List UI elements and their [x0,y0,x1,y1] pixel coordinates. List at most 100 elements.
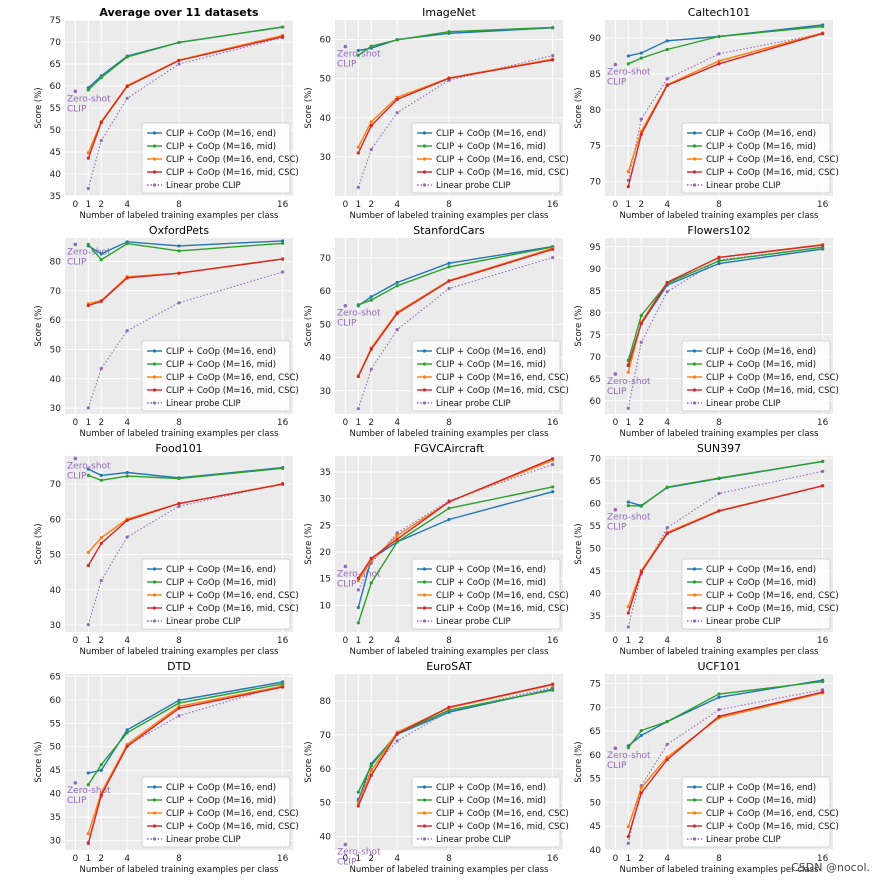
data-point-end [626,500,630,504]
y-tick-label: 50 [50,345,62,355]
x-axis-label: Number of labeled training examples per … [350,429,549,439]
data-point-mid [125,55,129,59]
data-point-mid [86,473,90,477]
legend-marker-linear [692,837,697,841]
legend-label: CLIP + CoOp (M=16, mid) [166,142,276,152]
x-tick-label: 4 [394,200,400,210]
zero-shot-label: CLIP [337,60,357,70]
x-axis-label: Number of labeled training examples per … [80,865,279,875]
chart-panel-3: 0 1 2 4 8 16 70 75 80 85 90 Number of labeled train… [574,6,839,221]
legend-label: CLIP + CoOp (M=16, end) [706,347,816,357]
data-point-end_csc [86,550,90,555]
y-axis-label: Score (%) [34,523,44,564]
data-point-mid_csc [86,303,90,308]
series-line-linear [87,271,283,408]
legend-marker-linear [152,401,157,405]
legend-label: CLIP + CoOp (M=16, mid) [166,360,276,370]
data-point-mid_csc [717,62,721,66]
data-point-mid [369,44,373,48]
y-tick-label: 50 [50,551,62,561]
legend-marker-end [152,131,157,135]
x-tick-label: 4 [664,854,670,864]
zero-shot-label: Zero-shot [67,94,111,104]
data-point-mid_csc [177,271,181,275]
x-tick-label: 0 [342,418,348,428]
data-point-end [395,280,399,285]
data-point-linear [177,504,181,508]
legend-marker-mid_csc [422,170,427,174]
chart-title: EuroSAT [426,660,472,673]
legend-box [681,776,831,848]
y-tick-label: 15 [320,575,331,585]
data-point-linear [125,96,129,100]
legend-box [681,340,831,412]
legend-label: CLIP + CoOp (M=16, mid, CSC) [436,168,569,178]
x-tick-label: 2 [368,418,374,428]
zero-shot-label: Zero-shot [337,309,381,319]
legend-marker-mid [152,144,157,148]
x-tick-label: 2 [638,854,644,864]
y-tick-label: 65 [590,727,601,737]
y-tick-label: 70 [50,287,62,297]
data-point-end [125,470,129,475]
x-tick-label: 0 [72,854,78,864]
legend-label: CLIP + CoOp (M=16, mid) [706,796,816,806]
legend-marker-linear [422,837,427,841]
y-tick-label: 70 [590,178,602,188]
y-tick-label: 35 [320,468,331,478]
y-tick-label: 70 [590,703,602,713]
zero-shot-label: CLIP [67,104,87,114]
legend-marker-end [692,785,697,789]
y-tick-label: 35 [50,192,61,202]
data-point-mid_csc [447,705,451,709]
data-point-mid_csc [99,299,103,303]
x-tick-label: 1 [625,200,631,210]
chart-panel-6: 0 1 2 4 8 16 60 65 70 75 80 85 90 95 Number of labeled… [574,224,839,439]
data-point-end [356,605,360,610]
zero-shot-marker [613,372,618,376]
data-point-mid_csc [369,773,373,777]
data-point-mid [177,40,181,45]
y-tick-label: 55 [590,522,601,532]
chart-panel-11: 0 1 2 4 8 16 40 50 60 70 80 Number of labeled train… [304,660,569,875]
legend-label: CLIP + CoOp (M=16, mid) [706,578,816,588]
x-axis-label: Number of labeled training examples per … [80,429,279,439]
zero-shot-label: CLIP [67,471,87,481]
y-tick-label: 30 [50,621,62,631]
data-point-mid [99,258,103,262]
y-tick-label: 65 [590,375,601,385]
data-point-mid_csc [665,280,669,285]
y-tick-label: 45 [50,766,61,776]
x-tick-label: 0 [72,200,78,210]
x-tick-label: 1 [355,854,361,864]
data-point-mid_csc [626,185,630,189]
legend-label: Linear probe CLIP [436,617,511,627]
data-point-linear [717,708,721,712]
data-point-mid [665,47,669,52]
legend-label: CLIP + CoOp (M=16, end, CSC) [706,591,839,601]
x-tick-label: 2 [638,636,644,646]
legend-marker-end [422,131,427,135]
data-point-linear [125,329,129,333]
data-point-linear [626,841,630,845]
x-tick-label: 1 [85,418,91,428]
data-point-end_csc [639,786,643,790]
series-line-linear [627,689,823,844]
legend-marker-end_csc [152,593,157,597]
zero-shot-label: CLIP [607,761,627,771]
x-tick-label: 16 [547,418,559,428]
data-point-mid [447,30,451,34]
data-point-mid_csc [717,714,721,718]
data-point-mid_csc [551,58,555,62]
chart-title: OxfordPets [149,224,209,237]
data-point-mid [281,466,285,470]
y-tick-label: 80 [590,106,602,116]
data-point-mid [281,682,285,686]
data-point-linear [551,462,555,467]
legend-label: Linear probe CLIP [706,181,781,191]
x-tick-label: 4 [394,418,400,428]
y-tick-label: 80 [50,257,62,267]
legend-label: CLIP + CoOp (M=16, mid) [436,578,546,588]
legend-label: CLIP + CoOp (M=16, mid) [436,360,546,370]
